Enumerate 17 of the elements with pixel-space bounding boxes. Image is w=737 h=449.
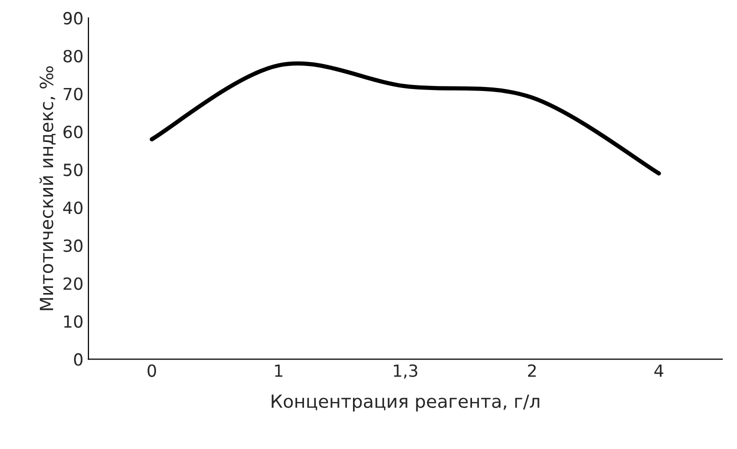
y-tick-label: 10 [64, 315, 82, 328]
y-tick-label: 70 [64, 88, 82, 100]
x-axis-title: Концентрация реагента, г/л [272, 394, 540, 412]
x-tick-label: 2 [528, 364, 536, 377]
x-tick-label: 4 [654, 364, 664, 377]
y-tick-label: 90 [63, 12, 82, 25]
y-tick-label: 50 [64, 164, 82, 176]
x-tick-label: 1 [275, 364, 282, 377]
x-tick-label: 0 [148, 364, 156, 377]
y-tick-label: 30 [64, 239, 82, 252]
y-tick-label: 20 [64, 277, 82, 290]
y-tick-label: 40 [63, 202, 82, 214]
y-tick-label: 60 [64, 126, 82, 138]
y-tick-label: 80 [64, 50, 82, 62]
y-axis-title: Митотический индекс, ‰ [39, 66, 56, 310]
x-tick-label: 1,3 [394, 364, 418, 379]
y-tick-label: 0 [74, 353, 82, 366]
